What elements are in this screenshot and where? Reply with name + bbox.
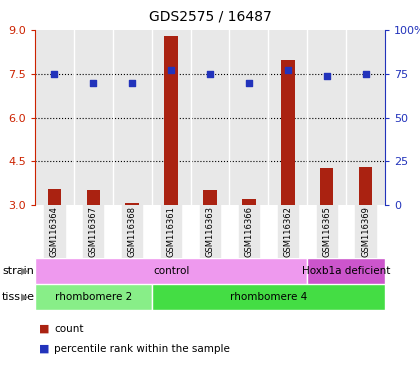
Point — [207, 71, 213, 77]
Bar — [152, 284, 385, 310]
Bar — [126, 203, 139, 205]
Text: ▶: ▶ — [21, 292, 29, 302]
Point — [362, 71, 369, 77]
Bar — [307, 258, 385, 284]
Text: percentile rank within the sample: percentile rank within the sample — [54, 344, 230, 354]
Point — [129, 79, 136, 86]
Point — [323, 73, 330, 79]
Point — [284, 67, 291, 73]
Bar — [359, 167, 373, 205]
Bar — [35, 284, 152, 310]
Point — [246, 79, 252, 86]
Text: GDS2575 / 16487: GDS2575 / 16487 — [149, 10, 271, 24]
Text: tissue: tissue — [2, 292, 35, 302]
Text: ■: ■ — [39, 344, 50, 354]
Bar — [164, 36, 178, 205]
Text: control: control — [153, 266, 189, 276]
Point — [51, 71, 58, 77]
Text: Hoxb1a deficient: Hoxb1a deficient — [302, 266, 390, 276]
Bar — [242, 199, 256, 205]
Bar — [320, 168, 333, 205]
Text: rhombomere 2: rhombomere 2 — [55, 292, 132, 302]
Point — [168, 67, 174, 73]
Bar — [47, 189, 61, 205]
Point — [90, 79, 97, 86]
Bar — [281, 60, 294, 205]
Text: ■: ■ — [39, 324, 50, 334]
Text: strain: strain — [2, 266, 34, 276]
Bar — [87, 190, 100, 205]
Bar — [35, 258, 307, 284]
Bar — [203, 190, 217, 205]
Text: count: count — [54, 324, 84, 334]
Text: ▶: ▶ — [21, 266, 29, 276]
Text: rhombomere 4: rhombomere 4 — [230, 292, 307, 302]
